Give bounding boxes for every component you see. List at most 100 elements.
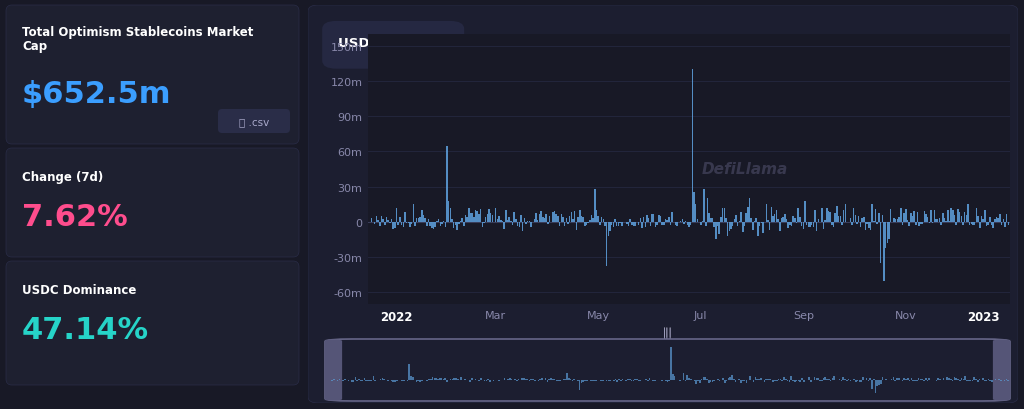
Text: Total Optimism Stablecoins Market: Total Optimism Stablecoins Market — [22, 26, 253, 39]
Bar — [606, 222, 607, 267]
Bar — [452, 219, 453, 222]
Text: USDC Dominance: USDC Dominance — [22, 283, 136, 296]
Bar — [478, 380, 480, 381]
Bar — [855, 215, 856, 222]
Bar — [505, 211, 507, 222]
Bar — [693, 193, 695, 222]
Bar — [649, 222, 651, 227]
Bar — [961, 378, 963, 380]
Bar — [394, 222, 395, 228]
Bar — [801, 378, 803, 380]
Bar — [601, 218, 602, 222]
Bar — [360, 380, 361, 381]
Bar — [908, 380, 910, 381]
Bar — [518, 222, 520, 227]
Bar — [939, 219, 940, 222]
Bar — [994, 220, 995, 222]
Bar — [764, 222, 765, 223]
Bar — [599, 222, 601, 225]
Bar — [850, 218, 851, 222]
Bar — [480, 378, 482, 380]
Bar — [710, 218, 712, 222]
Bar — [552, 379, 554, 380]
Bar — [565, 218, 567, 222]
Bar — [925, 378, 927, 380]
Bar — [700, 379, 702, 380]
Bar — [828, 379, 829, 380]
Bar — [361, 380, 364, 382]
Text: 47.14%: 47.14% — [22, 315, 150, 344]
Bar — [733, 220, 735, 222]
Bar — [724, 380, 726, 383]
Bar — [837, 207, 838, 222]
Bar — [419, 380, 421, 382]
Bar — [858, 216, 859, 222]
Bar — [369, 380, 371, 382]
Bar — [555, 380, 557, 381]
Bar — [817, 219, 819, 222]
Bar — [751, 218, 752, 222]
Bar — [816, 222, 817, 231]
Bar — [955, 222, 957, 226]
Bar — [712, 218, 714, 222]
Bar — [455, 379, 457, 380]
Bar — [436, 221, 437, 222]
FancyBboxPatch shape — [308, 6, 1018, 403]
Bar — [814, 378, 815, 380]
Bar — [961, 216, 962, 222]
Bar — [813, 222, 814, 227]
Bar — [473, 217, 475, 222]
Bar — [602, 219, 604, 222]
Bar — [769, 222, 770, 231]
Bar — [762, 222, 764, 234]
Bar — [438, 220, 439, 222]
Bar — [412, 378, 414, 380]
Bar — [898, 218, 900, 222]
Bar — [774, 214, 775, 222]
Bar — [569, 217, 570, 222]
Bar — [583, 380, 584, 382]
Bar — [342, 380, 344, 381]
Bar — [936, 380, 937, 381]
Bar — [1004, 380, 1006, 382]
Bar — [507, 379, 509, 380]
Bar — [612, 222, 614, 227]
Bar — [471, 378, 473, 380]
Bar — [487, 379, 489, 380]
Bar — [968, 380, 970, 381]
Bar — [636, 379, 638, 380]
Bar — [974, 378, 975, 380]
Bar — [932, 222, 934, 223]
Bar — [500, 220, 502, 222]
Bar — [871, 205, 872, 222]
Bar — [551, 222, 552, 223]
Bar — [729, 222, 730, 231]
Bar — [673, 222, 675, 223]
Bar — [1000, 380, 1001, 381]
Bar — [621, 380, 622, 382]
Bar — [452, 379, 454, 380]
Bar — [903, 213, 905, 222]
Bar — [787, 222, 788, 229]
Bar — [421, 380, 423, 381]
Bar — [337, 380, 338, 381]
Bar — [786, 380, 788, 381]
Bar — [682, 220, 683, 222]
Bar — [415, 222, 416, 226]
Bar — [957, 379, 958, 380]
Bar — [397, 222, 399, 226]
Bar — [827, 211, 829, 222]
Bar — [817, 378, 819, 380]
Bar — [879, 380, 880, 385]
Bar — [418, 219, 419, 222]
Bar — [466, 218, 468, 222]
Text: 7.62%: 7.62% — [22, 202, 128, 231]
Bar — [534, 220, 536, 222]
Bar — [437, 379, 438, 380]
Bar — [523, 219, 525, 222]
Bar — [885, 222, 887, 248]
Bar — [860, 380, 862, 382]
Bar — [703, 189, 705, 222]
Bar — [685, 380, 686, 381]
Bar — [636, 222, 638, 223]
